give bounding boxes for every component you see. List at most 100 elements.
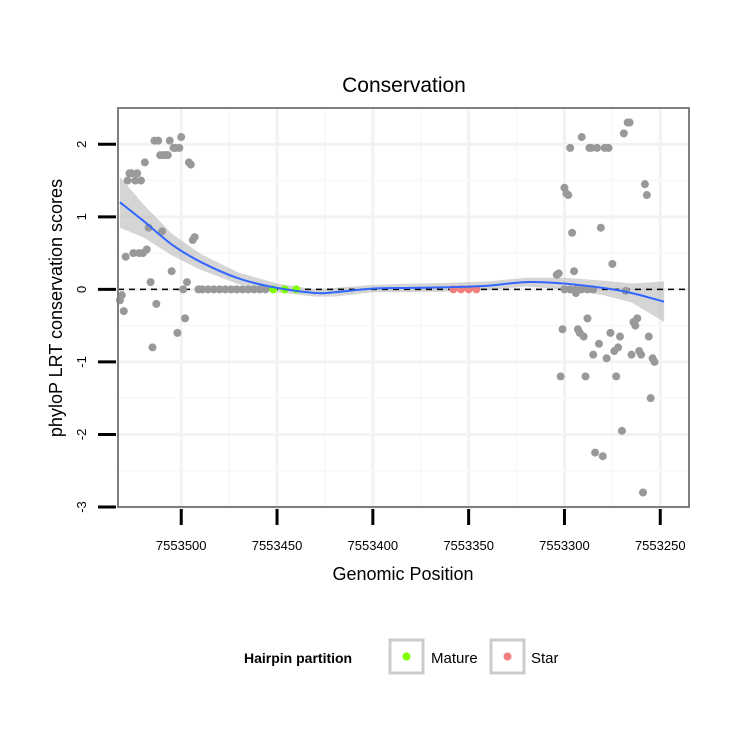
data-point xyxy=(594,339,603,348)
data-point xyxy=(625,118,634,127)
data-point xyxy=(177,133,186,142)
y-tick-label: -2 xyxy=(74,429,89,441)
x-tick-label: 7553450 xyxy=(252,538,303,553)
y-tick-label: 1 xyxy=(74,213,89,220)
data-point xyxy=(121,252,130,261)
data-point xyxy=(261,285,270,294)
data-point xyxy=(566,143,575,152)
data-point xyxy=(577,133,586,142)
panel-border xyxy=(117,107,690,508)
data-point xyxy=(136,176,145,185)
x-tick-label: 7553300 xyxy=(539,538,590,553)
data-point xyxy=(583,314,592,323)
data-point xyxy=(627,350,636,359)
legend-key-mature: Mature xyxy=(388,638,478,675)
data-point xyxy=(650,357,659,366)
data-point xyxy=(227,285,236,294)
y-tick-label: 2 xyxy=(74,141,89,148)
x-axis-label: Genomic Position xyxy=(332,564,473,584)
data-point xyxy=(244,285,253,294)
data-point xyxy=(598,452,607,461)
data-point xyxy=(558,325,567,334)
data-point xyxy=(140,158,149,167)
data-point xyxy=(570,267,579,276)
data-point xyxy=(640,180,649,189)
data-point xyxy=(612,372,621,381)
data-point xyxy=(173,328,182,337)
data-point xyxy=(631,321,640,330)
confidence-band xyxy=(119,176,665,323)
legend-marker-mature xyxy=(402,652,411,661)
data-point xyxy=(639,488,648,497)
data-point xyxy=(556,372,565,381)
data-point xyxy=(175,143,184,152)
data-point xyxy=(617,426,626,435)
data-point xyxy=(577,285,586,294)
data-point xyxy=(589,350,598,359)
data-point xyxy=(232,285,241,294)
legend-key-star: Star xyxy=(489,638,559,675)
data-point xyxy=(587,143,596,152)
y-axis-label: phyloP LRT conservation scores xyxy=(46,179,66,437)
x-tick-label: 7553250 xyxy=(635,538,686,553)
y-axis: 2 1 0 -1 -2 -3 xyxy=(74,141,116,513)
data-point xyxy=(581,372,590,381)
data-point xyxy=(163,151,172,160)
data-point xyxy=(250,285,259,294)
legend-title: Hairpin partition xyxy=(244,650,352,666)
data-point xyxy=(167,267,176,276)
smooth-fit-line xyxy=(119,201,665,303)
data-point xyxy=(181,314,190,323)
x-tick-label: 7553350 xyxy=(443,538,494,553)
legend-label-mature: Mature xyxy=(431,650,478,667)
data-point xyxy=(186,160,195,169)
data-point xyxy=(566,285,575,294)
data-point xyxy=(215,285,224,294)
data-point xyxy=(119,307,128,316)
data-point xyxy=(619,129,628,138)
data-point xyxy=(633,314,642,323)
data-point xyxy=(571,288,580,297)
data-point xyxy=(593,143,602,152)
legend: Hairpin partition Mature Star xyxy=(244,638,559,675)
data-point xyxy=(238,285,247,294)
data-point xyxy=(204,285,213,294)
data-point xyxy=(644,332,653,341)
data-point xyxy=(152,299,161,308)
data-point xyxy=(604,143,613,152)
data-point xyxy=(579,332,588,341)
data-points xyxy=(115,118,659,497)
data-point xyxy=(608,259,617,268)
data-point xyxy=(554,269,563,278)
data-point xyxy=(637,350,646,359)
data-point xyxy=(646,394,655,403)
data-point xyxy=(182,278,191,287)
data-point xyxy=(127,169,136,178)
panel-background xyxy=(118,108,689,507)
legend-marker-star xyxy=(503,652,512,661)
x-axis: 7553500 7553450 7553400 7553350 7553300 75532… xyxy=(156,509,686,553)
chart-title: Conservation xyxy=(342,74,466,97)
data-point xyxy=(131,176,140,185)
x-tick-label: 7553400 xyxy=(348,538,399,553)
data-point xyxy=(123,176,132,185)
smooth-confidence-band xyxy=(119,176,665,323)
plot-panel xyxy=(115,107,690,509)
data-point xyxy=(179,285,188,294)
data-point xyxy=(209,285,218,294)
data-point xyxy=(165,136,174,145)
data-point xyxy=(117,291,126,300)
data-point xyxy=(560,285,569,294)
data-point xyxy=(154,136,163,145)
data-point xyxy=(148,343,157,352)
y-tick-label: -3 xyxy=(74,501,89,513)
data-point xyxy=(583,285,592,294)
data-point xyxy=(616,332,625,341)
data-point xyxy=(158,227,167,236)
y-tick-label: 0 xyxy=(74,286,89,293)
data-point xyxy=(221,285,230,294)
data-point xyxy=(142,245,151,254)
data-point xyxy=(591,448,600,457)
data-point xyxy=(198,285,207,294)
